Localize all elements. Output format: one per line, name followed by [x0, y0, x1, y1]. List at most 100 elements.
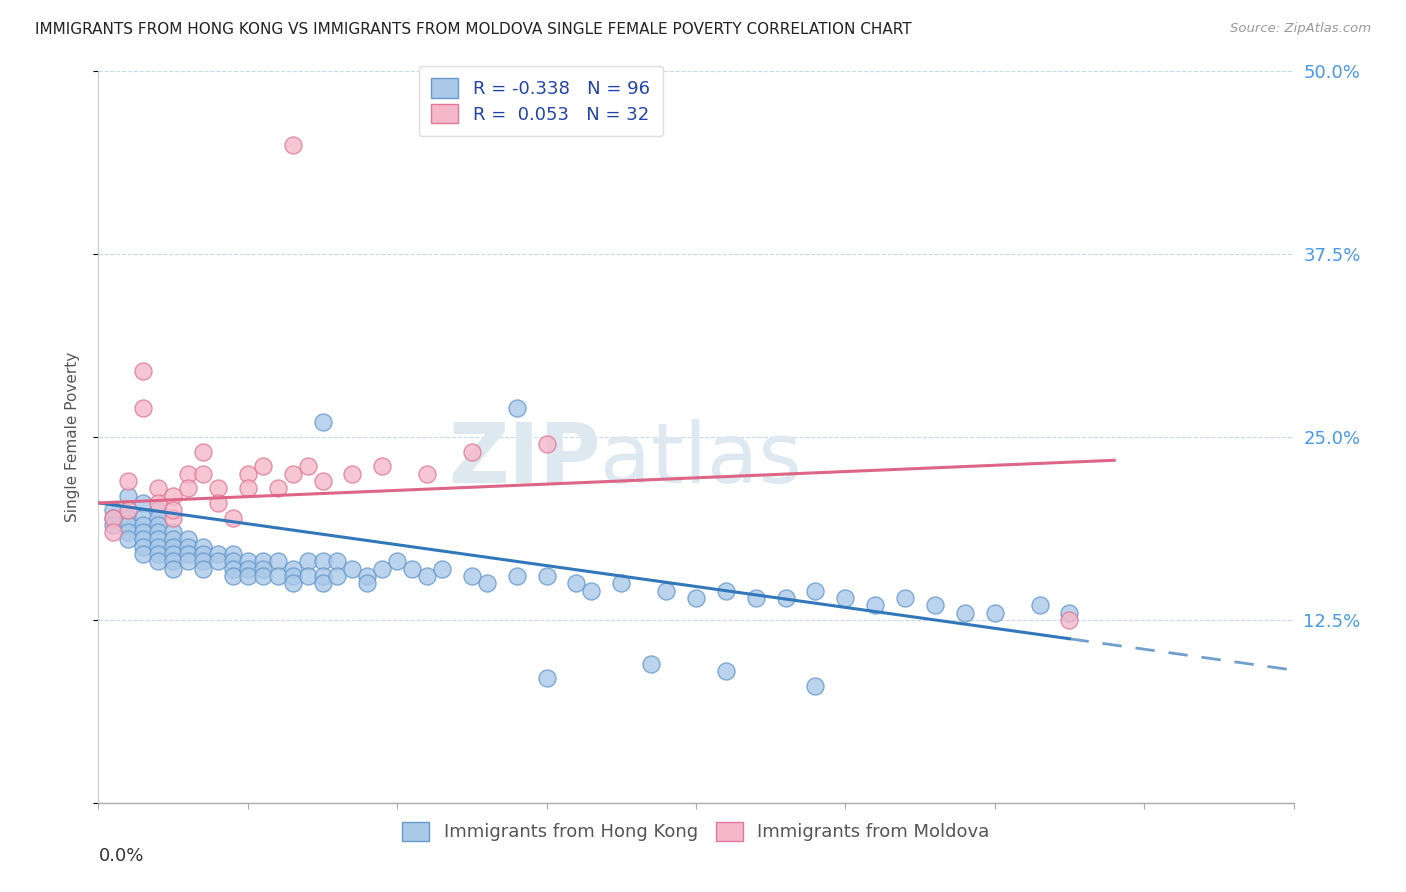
Point — [536, 569, 558, 583]
Point — [356, 569, 378, 583]
Point — [191, 444, 214, 458]
Point — [416, 467, 439, 481]
Point — [311, 569, 333, 583]
Point — [865, 599, 887, 613]
Point — [281, 569, 304, 583]
Point — [207, 547, 229, 561]
Point — [401, 562, 423, 576]
Point — [177, 547, 200, 561]
Point — [342, 467, 364, 481]
Point — [222, 562, 245, 576]
Point — [267, 481, 290, 495]
Point — [207, 496, 229, 510]
Point — [775, 591, 797, 605]
Point — [804, 583, 827, 598]
Point — [117, 489, 139, 503]
Point — [177, 540, 200, 554]
Point — [132, 364, 155, 378]
Point — [222, 510, 245, 524]
Point — [148, 496, 170, 510]
Point — [834, 591, 856, 605]
Point — [297, 459, 319, 474]
Point — [371, 459, 394, 474]
Point — [236, 569, 259, 583]
Point — [342, 562, 364, 576]
Point — [103, 503, 125, 517]
Point — [117, 503, 139, 517]
Point — [953, 606, 976, 620]
Point — [177, 481, 200, 495]
Point — [416, 569, 439, 583]
Point — [117, 517, 139, 532]
Point — [148, 540, 170, 554]
Point — [311, 474, 333, 488]
Point — [117, 474, 139, 488]
Point — [148, 510, 170, 524]
Point — [281, 562, 304, 576]
Point — [297, 569, 319, 583]
Point — [1028, 599, 1050, 613]
Point — [267, 554, 290, 568]
Point — [984, 606, 1007, 620]
Text: ZIP: ZIP — [449, 418, 600, 500]
Point — [236, 554, 259, 568]
Point — [191, 547, 214, 561]
Point — [252, 569, 274, 583]
Point — [655, 583, 678, 598]
Legend: Immigrants from Hong Kong, Immigrants from Moldova: Immigrants from Hong Kong, Immigrants fr… — [395, 814, 997, 848]
Point — [148, 503, 170, 517]
Point — [148, 547, 170, 561]
Point — [311, 576, 333, 591]
Point — [924, 599, 946, 613]
Point — [475, 576, 498, 591]
Point — [236, 481, 259, 495]
Point — [132, 496, 155, 510]
Point — [132, 525, 155, 540]
Point — [371, 562, 394, 576]
Point — [297, 554, 319, 568]
Point — [252, 562, 274, 576]
Point — [804, 679, 827, 693]
Point — [267, 569, 290, 583]
Point — [162, 562, 184, 576]
Point — [132, 517, 155, 532]
Point — [148, 554, 170, 568]
Point — [162, 540, 184, 554]
Point — [191, 562, 214, 576]
Point — [103, 510, 125, 524]
Point — [236, 562, 259, 576]
Point — [236, 467, 259, 481]
Point — [430, 562, 453, 576]
Point — [894, 591, 917, 605]
Point — [148, 517, 170, 532]
Point — [506, 569, 529, 583]
Point — [311, 554, 333, 568]
Point — [177, 554, 200, 568]
Point — [1059, 613, 1081, 627]
Point — [191, 554, 214, 568]
Point — [132, 401, 155, 415]
Point — [640, 657, 662, 671]
Text: atlas: atlas — [600, 418, 801, 500]
Point — [356, 576, 378, 591]
Point — [207, 481, 229, 495]
Text: IMMIGRANTS FROM HONG KONG VS IMMIGRANTS FROM MOLDOVA SINGLE FEMALE POVERTY CORRE: IMMIGRANTS FROM HONG KONG VS IMMIGRANTS … — [35, 22, 911, 37]
Point — [117, 533, 139, 547]
Point — [252, 459, 274, 474]
Point — [222, 554, 245, 568]
Point — [132, 540, 155, 554]
Point — [162, 510, 184, 524]
Point — [326, 554, 349, 568]
Text: Source: ZipAtlas.com: Source: ZipAtlas.com — [1230, 22, 1371, 36]
Point — [177, 467, 200, 481]
Point — [148, 525, 170, 540]
Point — [685, 591, 707, 605]
Point — [103, 510, 125, 524]
Point — [132, 547, 155, 561]
Point — [281, 467, 304, 481]
Point — [565, 576, 588, 591]
Point — [326, 569, 349, 583]
Point — [207, 554, 229, 568]
Point — [162, 554, 184, 568]
Text: 0.0%: 0.0% — [98, 847, 143, 864]
